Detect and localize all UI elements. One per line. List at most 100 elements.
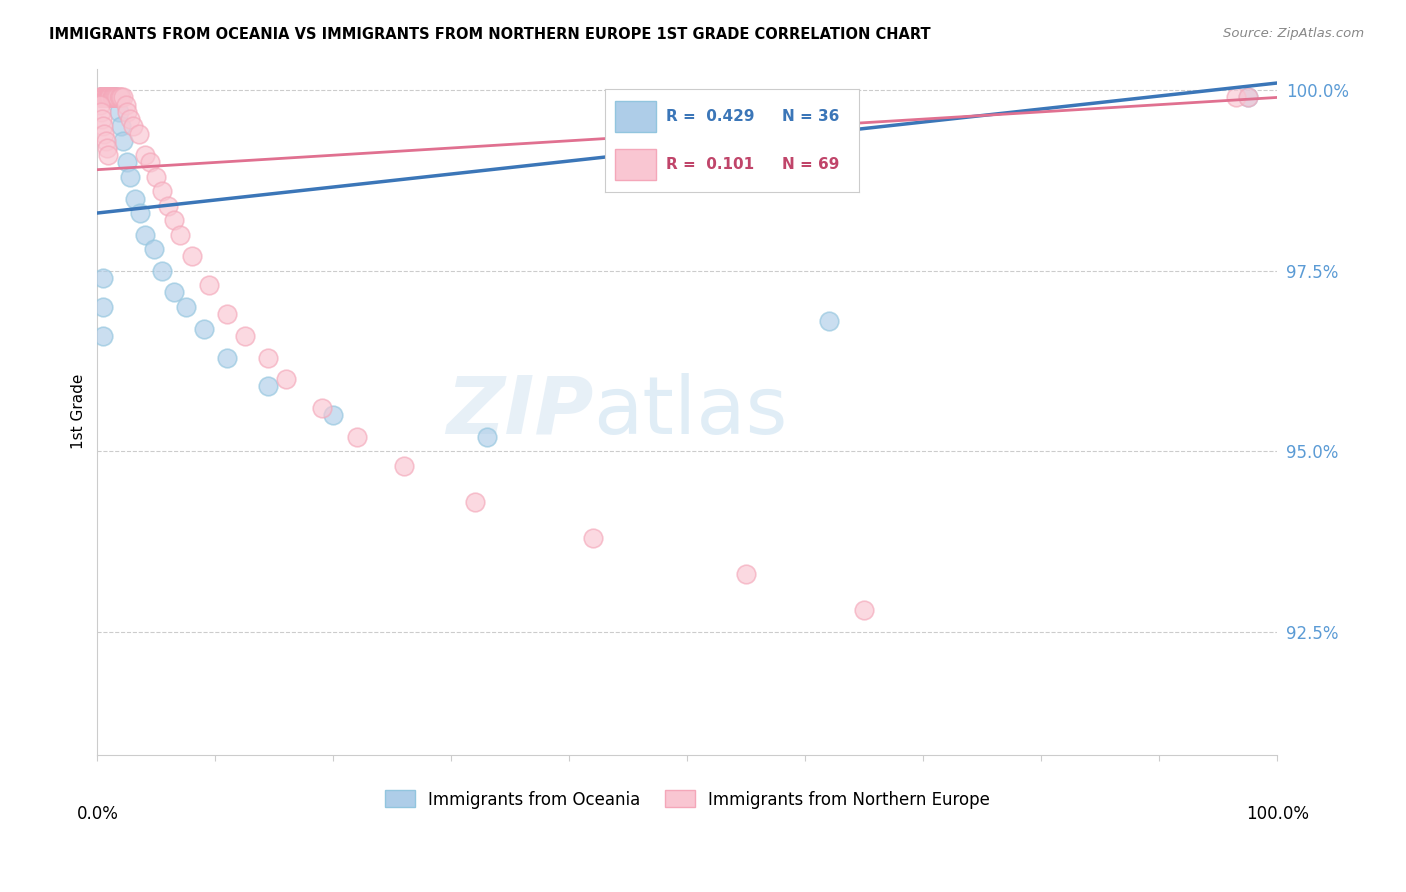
Point	[94, 90, 117, 104]
Point	[94, 90, 117, 104]
Point	[139, 155, 162, 169]
Point	[120, 112, 142, 127]
Point	[143, 242, 166, 256]
Point	[105, 90, 128, 104]
Point	[322, 409, 344, 423]
Point	[169, 227, 191, 242]
Point	[112, 90, 135, 104]
Point	[150, 185, 173, 199]
Point	[93, 127, 115, 141]
Point	[91, 112, 114, 127]
Point	[103, 90, 125, 104]
Point	[582, 531, 605, 545]
Point	[93, 90, 115, 104]
Point	[91, 90, 114, 104]
Point	[115, 155, 138, 169]
Point	[97, 90, 120, 104]
Point	[105, 90, 128, 104]
Point	[94, 90, 117, 104]
Point	[233, 328, 256, 343]
Point	[90, 90, 112, 104]
Point	[110, 90, 132, 104]
Point	[96, 90, 118, 104]
Point	[818, 314, 841, 328]
Text: atlas: atlas	[593, 373, 787, 450]
Point	[104, 90, 127, 104]
Point	[163, 285, 186, 300]
Point	[97, 90, 120, 104]
Point	[98, 90, 121, 104]
Point	[193, 321, 215, 335]
Point	[90, 90, 112, 104]
Point	[174, 300, 197, 314]
Point	[91, 90, 114, 104]
Text: ZIP: ZIP	[446, 373, 593, 450]
Point	[91, 90, 114, 104]
Point	[150, 264, 173, 278]
Point	[157, 199, 180, 213]
Point	[311, 401, 333, 415]
Point	[97, 148, 120, 162]
Point	[101, 90, 124, 104]
Point	[124, 192, 146, 206]
Point	[91, 120, 114, 134]
Point	[134, 148, 156, 162]
Point	[107, 90, 129, 104]
Point	[91, 90, 114, 104]
Point	[128, 127, 150, 141]
Text: Source: ZipAtlas.com: Source: ZipAtlas.com	[1223, 27, 1364, 40]
Point	[91, 328, 114, 343]
Point	[163, 213, 186, 227]
Point	[100, 90, 122, 104]
Point	[93, 90, 115, 104]
Point	[108, 90, 131, 104]
Point	[98, 90, 121, 104]
Point	[100, 90, 122, 104]
Point	[392, 458, 415, 473]
Point	[98, 90, 121, 104]
Point	[97, 90, 120, 104]
Point	[217, 351, 239, 365]
Text: 100.0%: 100.0%	[1246, 805, 1309, 823]
Point	[120, 169, 142, 184]
Point	[257, 379, 280, 393]
Point	[115, 104, 138, 119]
Point	[145, 169, 167, 184]
Point	[735, 567, 758, 582]
Point	[91, 90, 114, 104]
Point	[93, 90, 115, 104]
Point	[475, 430, 498, 444]
Point	[101, 90, 124, 104]
Point	[103, 90, 125, 104]
Point	[121, 120, 143, 134]
Point	[198, 278, 221, 293]
Point	[1225, 90, 1247, 104]
Point	[110, 120, 132, 134]
Point	[112, 134, 135, 148]
Point	[98, 90, 121, 104]
Point	[98, 90, 121, 104]
Point	[346, 430, 368, 444]
Point	[107, 90, 129, 104]
Point	[180, 249, 202, 263]
Point	[91, 90, 114, 104]
Text: IMMIGRANTS FROM OCEANIA VS IMMIGRANTS FROM NORTHERN EUROPE 1ST GRADE CORRELATION: IMMIGRANTS FROM OCEANIA VS IMMIGRANTS FR…	[49, 27, 931, 42]
Point	[107, 104, 129, 119]
Point	[853, 603, 876, 617]
Point	[104, 90, 127, 104]
Point	[94, 134, 117, 148]
Point	[89, 90, 111, 104]
Text: 0.0%: 0.0%	[76, 805, 118, 823]
Point	[134, 227, 156, 242]
Point	[96, 141, 118, 155]
Point	[96, 90, 118, 104]
Point	[91, 90, 114, 104]
Point	[91, 271, 114, 285]
Point	[128, 206, 150, 220]
Point	[464, 495, 486, 509]
Point	[98, 90, 121, 104]
Point	[91, 300, 114, 314]
Point	[96, 90, 118, 104]
Point	[90, 90, 112, 104]
Point	[89, 90, 111, 104]
